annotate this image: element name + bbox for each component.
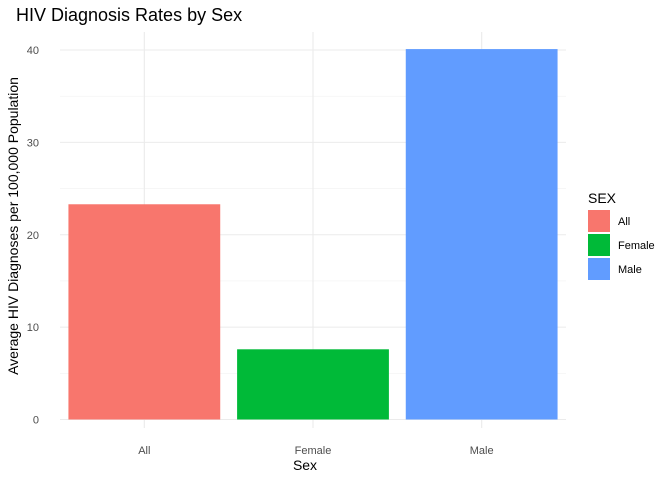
y-tick-label: 40 [27, 45, 39, 57]
legend-swatch-male [588, 258, 610, 280]
y-tick-label: 10 [27, 322, 39, 334]
y-tick-label: 0 [33, 415, 39, 427]
x-axis-ticks: All Female Male [138, 445, 493, 457]
legend-swatch-female [588, 234, 610, 256]
bar-male [405, 49, 558, 420]
legend-title: SEX [588, 190, 617, 206]
legend-label-male: Male [618, 264, 642, 276]
bar-female [237, 349, 389, 420]
x-tick-label: Male [470, 445, 494, 457]
y-axis-title: Average HIV Diagnoses per 100,000 Popula… [5, 77, 21, 375]
bars [68, 49, 558, 420]
y-tick-label: 20 [27, 230, 39, 242]
x-axis-title: Sex [293, 457, 317, 473]
bar-all [68, 204, 221, 420]
x-tick-label: All [138, 445, 150, 457]
y-axis-ticks: 0 10 20 30 40 [27, 45, 39, 427]
legend-label-all: All [618, 216, 630, 228]
y-tick-label: 30 [27, 137, 39, 149]
chart-title: HIV Diagnosis Rates by Sex [16, 5, 242, 25]
legend-swatch-all [588, 210, 610, 232]
legend: SEX All Female Male [588, 190, 655, 280]
x-tick-label: Female [295, 445, 332, 457]
legend-label-female: Female [618, 240, 655, 252]
